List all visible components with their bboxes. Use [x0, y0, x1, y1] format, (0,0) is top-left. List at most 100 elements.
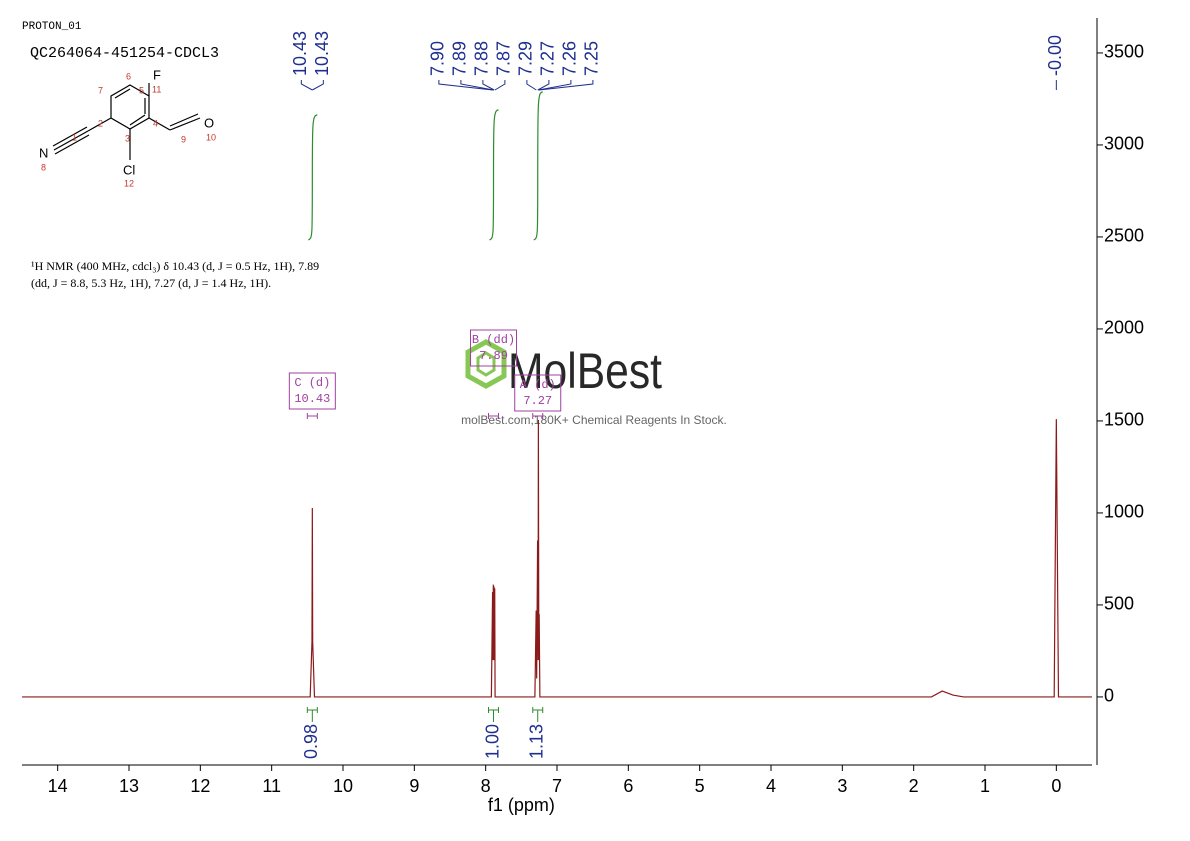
- nmr-description: (dd, J = 8.8, 5.3 Hz, 1H), 7.27 (d, J = …: [31, 276, 271, 290]
- integral-curve: [489, 109, 499, 241]
- atom: O: [204, 115, 214, 130]
- integral-bracket: [306, 707, 318, 722]
- atom: Cl: [123, 162, 135, 177]
- y-tick-label: 1500: [1104, 410, 1144, 430]
- integral-curve: [533, 91, 543, 241]
- atom-number: 9: [181, 134, 186, 144]
- atom-numbers: 1 2 3 4 5 6 7 8 9 10 11 12: [41, 71, 216, 188]
- multiplet-shift: 10.43: [294, 392, 330, 406]
- integral-label: 0.98: [301, 724, 321, 759]
- bond: [129, 114, 146, 126]
- multiplet-range: [488, 413, 500, 419]
- x-tick-label: 12: [190, 776, 210, 796]
- integral-curve: [308, 114, 318, 241]
- atom-number: 11: [152, 84, 161, 94]
- multiplet-box: [514, 374, 562, 412]
- y-tick-label: 0: [1104, 686, 1114, 706]
- integral-label: 1.00: [482, 724, 502, 759]
- atom-number: 4: [153, 118, 158, 128]
- atom-labels: F O N Cl: [39, 67, 214, 177]
- peak-connector: [538, 80, 572, 91]
- x-tick-label: 13: [119, 776, 139, 796]
- atom: N: [39, 145, 48, 160]
- y-tick-label: 3500: [1104, 42, 1144, 62]
- spectrum-title: PROTON_01: [22, 21, 82, 33]
- bond: [52, 126, 88, 147]
- peak-label: 10.43: [290, 31, 310, 76]
- peak-label: 7.27: [538, 41, 558, 76]
- atom-number: 12: [124, 178, 134, 188]
- x-axis-label: f1 (ppm): [488, 795, 555, 815]
- peak-connector: [494, 80, 506, 91]
- bond: [53, 130, 89, 151]
- bond: [169, 117, 201, 131]
- atom-number: 3: [125, 133, 130, 143]
- peak-connector: [482, 80, 495, 91]
- peak-connector: [300, 80, 313, 91]
- multiplet-box: [470, 329, 518, 367]
- peak-connector: [537, 80, 550, 91]
- multiplet-box: [288, 372, 336, 410]
- y-tick-label: 3000: [1104, 134, 1144, 154]
- peak-label: 7.29: [516, 41, 536, 76]
- integral-label: 1.13: [526, 724, 546, 759]
- peak-label: 7.25: [582, 41, 602, 76]
- x-tick-label: 9: [409, 776, 419, 796]
- atom-number: 5: [139, 85, 144, 95]
- bond: [148, 117, 171, 131]
- watermark-logo-icon: [465, 339, 507, 389]
- peak-label: 7.90: [428, 41, 448, 76]
- sample-name: QC264064-451254-CDCL3: [30, 45, 219, 62]
- integral-bracket: [532, 707, 544, 722]
- atom-number: 10: [206, 132, 216, 142]
- y-tick-label: 1000: [1104, 502, 1144, 522]
- bond: [114, 88, 131, 99]
- atom-number: 2: [98, 118, 103, 128]
- x-tick-label: 4: [766, 776, 776, 796]
- x-tick-label: 7: [552, 776, 562, 796]
- bond: [87, 117, 112, 132]
- multiplet-range: [306, 413, 318, 419]
- x-tick-label: 5: [695, 776, 705, 796]
- y-tick-label: 500: [1104, 594, 1134, 614]
- spectrum-line: [22, 419, 1092, 698]
- peak-label: -0.00: [1045, 35, 1065, 76]
- peak-connector: [438, 80, 493, 91]
- x-tick-label: 11: [262, 776, 281, 796]
- peak-label: 10.43: [312, 31, 332, 76]
- multiplet-shift: 7.27: [523, 394, 552, 408]
- watermark-logo-icon: [476, 351, 496, 377]
- peak-connector: [539, 80, 594, 91]
- nmr-description: ¹H NMR (400 MHz, cdcl₃) δ 10.43 (d, J = …: [31, 259, 319, 273]
- x-tick-label: 2: [909, 776, 919, 796]
- y-tick-label: 2500: [1104, 226, 1144, 246]
- watermark-logo: MolBest: [508, 343, 662, 399]
- x-tick-label: 0: [1051, 776, 1061, 796]
- peak-connector: [526, 80, 537, 91]
- molecule: [52, 83, 201, 160]
- multiplet-name: C (d): [294, 376, 330, 390]
- x-tick-label: 6: [623, 776, 633, 796]
- x-tick-label: 3: [837, 776, 847, 796]
- atom-number: 7: [98, 85, 103, 95]
- x-tick-label: 10: [333, 776, 353, 796]
- multiplet-shift: 7.89: [479, 349, 508, 363]
- atom-number: 1: [72, 132, 77, 142]
- atom-number: 8: [41, 162, 46, 172]
- peak-label: 7.88: [472, 41, 492, 76]
- atom: F: [153, 67, 161, 82]
- peak-label: 7.87: [494, 41, 514, 76]
- bond: [169, 113, 199, 127]
- x-tick-label: 8: [481, 776, 491, 796]
- peak-label: 7.89: [450, 41, 470, 76]
- peak-label: 7.26: [560, 41, 580, 76]
- y-tick-label: 2000: [1104, 318, 1144, 338]
- bond: [54, 134, 90, 155]
- integral-bracket: [488, 707, 500, 722]
- watermark-tagline: molBest.com,180K+ Chemical Reagents In S…: [461, 413, 727, 427]
- multiplet-range: [532, 413, 544, 419]
- atom-number: 6: [126, 71, 131, 81]
- x-tick-label: 14: [48, 776, 68, 796]
- watermark: MolBest molBest.com,180K+ Chemical Reage…: [461, 339, 727, 427]
